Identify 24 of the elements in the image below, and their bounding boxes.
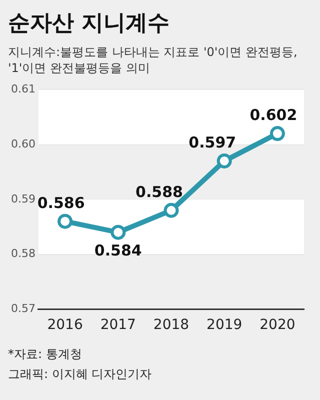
text: 그래픽: 이지혜 디자인기자 [8, 366, 153, 384]
data-label: 0.602 [250, 106, 298, 124]
data-label: 0.586 [37, 194, 85, 212]
point [216, 154, 232, 169]
x-tick-label: 2019 [206, 318, 242, 334]
text: *자료: 통계청 [8, 346, 83, 364]
data-label: 0.584 [94, 242, 142, 260]
x-tick-label: 2018 [153, 318, 190, 334]
x-tick-label: 2016 [47, 318, 83, 334]
point [164, 203, 179, 218]
data-label: 0.588 [136, 183, 183, 202]
y-tick-label: 0.57 [10, 302, 36, 316]
y-tick-label: 0.58 [10, 248, 36, 261]
x-tick-label: 2020 [260, 318, 296, 334]
data-label: 0.597 [188, 134, 236, 152]
point [58, 214, 73, 230]
point [270, 126, 285, 142]
chart-title: 순자산 지니계수 [8, 10, 171, 38]
chart-subtitle: 지니계수:불평도를 나타내는 지표로 '0'이면 완전평등, '1'이면 완전불평등을 의미 [8, 44, 298, 76]
x-tick-label: 2017 [100, 318, 136, 334]
point [110, 225, 126, 240]
y-tick-label: 0.59 [10, 192, 36, 206]
y-tick-label: 0.61 [10, 82, 36, 96]
y-tick-label: 0.60 [10, 138, 36, 151]
